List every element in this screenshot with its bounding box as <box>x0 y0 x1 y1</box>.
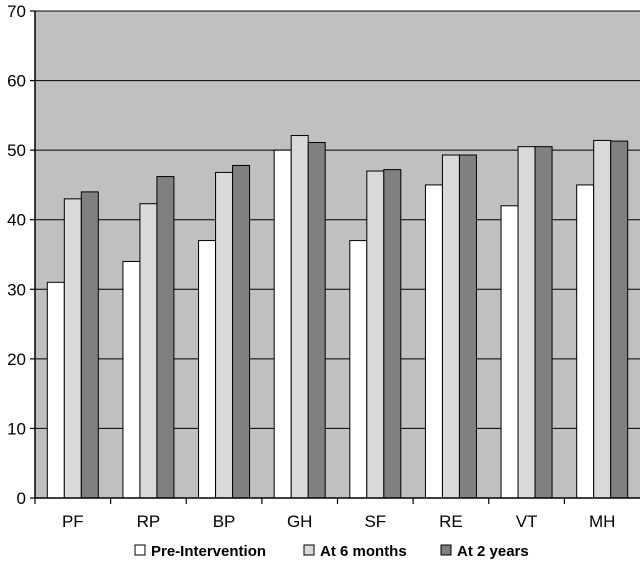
legend-swatch <box>303 544 315 556</box>
bar-pre-intervention-mh <box>576 184 595 499</box>
bar-pre-intervention-re <box>424 184 443 499</box>
bar-at-2-years-sf <box>383 169 402 499</box>
bar-series-group <box>46 135 629 499</box>
bar-pre-intervention-vt <box>500 205 519 499</box>
bar-at-2-years-mh <box>610 140 629 499</box>
bar-at-6-months-vt <box>517 146 536 499</box>
x-axis-ticks: PF RP BP GH SF RE VT MH <box>34 498 615 531</box>
bar-at-2-years-re <box>458 154 477 499</box>
bar-at-2-years-gh <box>307 141 326 499</box>
x-tick-label: SF <box>364 512 386 531</box>
bar-pre-intervention-sf <box>349 240 368 499</box>
legend-swatch <box>134 544 146 556</box>
y-tick-label: 20 <box>7 350 26 369</box>
bar-pre-intervention-bp <box>198 240 217 499</box>
bar-at-2-years-rp <box>156 176 175 499</box>
x-tick-label: VT <box>516 512 538 531</box>
y-tick-label: 50 <box>7 141 26 160</box>
legend-label: At 2 years <box>457 543 529 560</box>
bar-at-6-months-rp <box>139 203 158 499</box>
legend-label: At 6 months <box>320 543 407 560</box>
x-tick-label: RP <box>137 512 161 531</box>
x-tick-label: RE <box>439 512 463 531</box>
x-tick-label: PF <box>62 512 84 531</box>
bar-at-6-months-pf <box>63 198 82 499</box>
bar-at-6-months-mh <box>593 139 612 499</box>
y-axis-ticks: 0 10 20 30 40 50 60 70 <box>7 2 35 508</box>
x-tick-label: BP <box>213 512 236 531</box>
bar-at-6-months-sf <box>366 170 385 499</box>
bar-at-6-months-gh <box>290 135 309 499</box>
bar-pre-intervention-gh <box>273 149 292 499</box>
y-tick-label: 0 <box>17 489 26 508</box>
bar-at-2-years-vt <box>534 146 553 499</box>
x-tick-label: MH <box>589 512 615 531</box>
bar-at-2-years-bp <box>232 164 251 499</box>
y-tick-label: 30 <box>7 280 26 299</box>
y-tick-label: 10 <box>7 419 26 438</box>
bar-at-6-months-bp <box>215 171 234 499</box>
y-tick-label: 40 <box>7 211 26 230</box>
bar-at-6-months-re <box>441 154 460 499</box>
legend: Pre-Intervention At 6 months At 2 years <box>134 543 529 560</box>
y-tick-label: 60 <box>7 72 26 91</box>
bar-pre-intervention-pf <box>46 281 65 499</box>
bar-at-2-years-pf <box>80 191 99 499</box>
x-tick-label: GH <box>287 512 313 531</box>
legend-swatch <box>440 544 452 556</box>
legend-label: Pre-Intervention <box>151 543 266 560</box>
y-tick-label: 70 <box>7 2 26 21</box>
bar-pre-intervention-rp <box>122 260 141 499</box>
